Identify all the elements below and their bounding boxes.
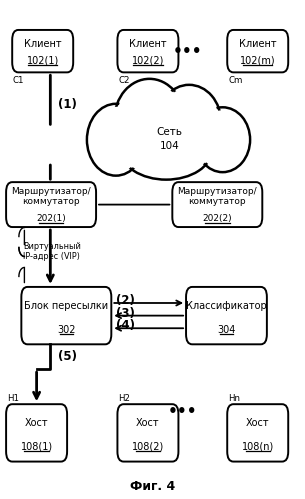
Text: H1: H1: [7, 394, 19, 403]
Text: (4): (4): [116, 319, 135, 332]
Text: 202(1): 202(1): [36, 214, 66, 223]
Text: 104: 104: [160, 141, 179, 151]
Text: 108(2): 108(2): [132, 441, 164, 451]
Text: Хост: Хост: [25, 418, 48, 428]
Text: •••: •••: [168, 404, 198, 419]
Text: Маршрутизатор/
коммутатор: Маршрутизатор/ коммутатор: [178, 187, 257, 206]
Text: Хост: Хост: [246, 418, 270, 428]
Text: 108(1): 108(1): [20, 441, 53, 451]
Text: (3): (3): [116, 306, 135, 320]
Text: Хост: Хост: [136, 418, 160, 428]
FancyBboxPatch shape: [117, 30, 178, 72]
Text: (5): (5): [58, 350, 77, 363]
FancyBboxPatch shape: [227, 404, 288, 462]
Text: (1): (1): [58, 98, 77, 111]
Text: 304: 304: [217, 325, 236, 335]
Text: Cm: Cm: [228, 76, 242, 85]
Text: 302: 302: [57, 325, 76, 335]
Ellipse shape: [159, 88, 219, 157]
Ellipse shape: [89, 107, 143, 173]
FancyBboxPatch shape: [12, 30, 73, 72]
FancyBboxPatch shape: [6, 404, 67, 462]
Text: 202(2): 202(2): [203, 214, 232, 223]
Text: 102(2): 102(2): [132, 55, 164, 65]
Text: Блок пересылки: Блок пересылки: [24, 301, 108, 311]
FancyBboxPatch shape: [21, 287, 111, 344]
Text: Сеть: Сеть: [156, 127, 182, 137]
Text: Классификатор: Классификатор: [186, 301, 267, 311]
Ellipse shape: [116, 82, 183, 158]
Text: Hn: Hn: [228, 394, 240, 403]
Text: Фиг. 4: Фиг. 4: [130, 480, 175, 493]
Text: Клиент: Клиент: [129, 39, 167, 49]
Text: (2): (2): [116, 294, 135, 307]
Text: Клиент: Клиент: [239, 39, 277, 49]
Text: Виртуальный
IP-адрес (VIP): Виртуальный IP-адрес (VIP): [23, 242, 81, 261]
Text: 102(1): 102(1): [27, 55, 59, 65]
Text: H2: H2: [118, 394, 130, 403]
Text: •••: •••: [173, 44, 203, 59]
Ellipse shape: [120, 120, 212, 180]
Text: C1: C1: [13, 76, 24, 85]
Text: 102(m): 102(m): [240, 55, 275, 65]
Text: 108(n): 108(n): [242, 441, 274, 451]
FancyBboxPatch shape: [186, 287, 267, 344]
Text: Клиент: Клиент: [24, 39, 62, 49]
Ellipse shape: [197, 110, 248, 169]
Ellipse shape: [157, 85, 221, 160]
Ellipse shape: [122, 123, 210, 177]
FancyBboxPatch shape: [117, 404, 178, 462]
Text: C2: C2: [118, 76, 130, 85]
Text: Маршрутизатор/
коммутатор: Маршрутизатор/ коммутатор: [11, 187, 91, 206]
FancyBboxPatch shape: [227, 30, 288, 72]
Ellipse shape: [195, 107, 250, 172]
Ellipse shape: [114, 79, 185, 161]
Ellipse shape: [87, 104, 145, 176]
FancyBboxPatch shape: [172, 182, 262, 227]
FancyBboxPatch shape: [6, 182, 96, 227]
